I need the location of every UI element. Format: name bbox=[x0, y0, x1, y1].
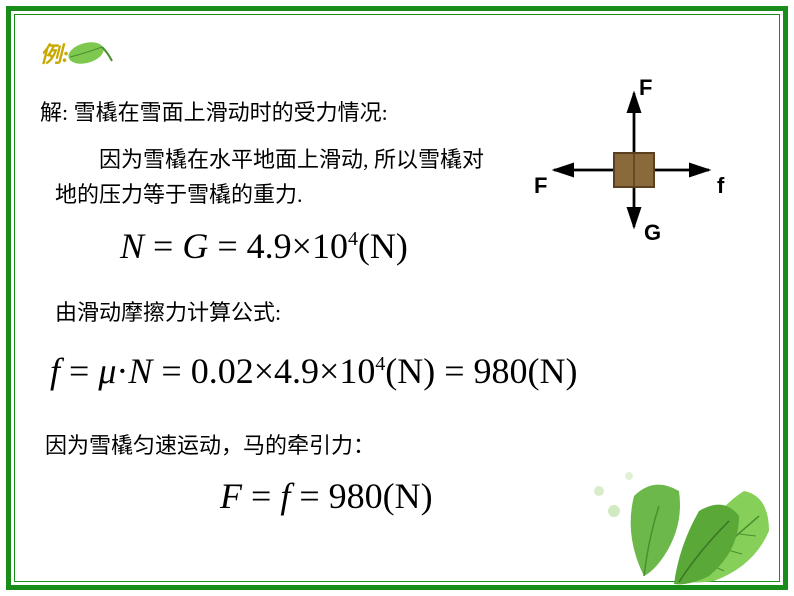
sym-G: G bbox=[182, 226, 208, 266]
solution-line2: 因为雪橇在水平地面上滑动, 所以雪橇对地的压力等于雪橇的重力. bbox=[55, 142, 494, 212]
eq: = bbox=[208, 226, 246, 266]
unit: (N) bbox=[385, 351, 435, 391]
solution-line3: 由滑动摩擦力计算公式: bbox=[55, 295, 281, 327]
sym-N: N bbox=[128, 351, 152, 391]
force-diagram: F F f G bbox=[539, 75, 729, 245]
solution-line4: 因为雪橇匀速运动，马的牵引力： bbox=[45, 428, 375, 460]
val: 980 bbox=[329, 476, 383, 516]
formula-normal-force: N = G = 4.9×104(N) bbox=[120, 225, 408, 267]
eq: = bbox=[290, 476, 328, 516]
unit: (N) bbox=[528, 351, 578, 391]
sym-F: F bbox=[220, 476, 242, 516]
eq: = bbox=[242, 476, 280, 516]
unit: (N) bbox=[358, 226, 408, 266]
unit: (N) bbox=[383, 476, 433, 516]
sym-f: f bbox=[280, 476, 290, 516]
eq: = bbox=[60, 351, 98, 391]
eq: = bbox=[144, 226, 182, 266]
dot: · bbox=[116, 351, 128, 391]
formula-traction: F = f = 980(N) bbox=[220, 475, 433, 517]
sym-mu: μ bbox=[98, 351, 116, 391]
solution-line1: 解: 雪橇在雪面上滑动时的受力情况: bbox=[40, 95, 388, 127]
sym-N: N bbox=[120, 226, 144, 266]
title-row: 例: bbox=[40, 35, 114, 70]
label-F-top: F bbox=[639, 75, 652, 101]
val: 980 bbox=[474, 351, 528, 391]
val: 0.02×4.9×10 bbox=[191, 351, 376, 391]
exp: 4 bbox=[348, 228, 358, 250]
label-G-bottom: G bbox=[644, 220, 661, 246]
formula-friction: f = μ·N = 0.02×4.9×104(N) = 980(N) bbox=[50, 350, 578, 392]
leaf-small-icon bbox=[64, 35, 114, 70]
leaves-decoration-icon bbox=[584, 436, 784, 586]
label-f-right: f bbox=[717, 173, 724, 199]
exp: 4 bbox=[375, 353, 385, 375]
val: 4.9×10 bbox=[247, 226, 348, 266]
eq: = bbox=[152, 351, 190, 391]
sym-f: f bbox=[50, 351, 60, 391]
label-F-left: F bbox=[534, 173, 547, 199]
eq: = bbox=[435, 351, 473, 391]
